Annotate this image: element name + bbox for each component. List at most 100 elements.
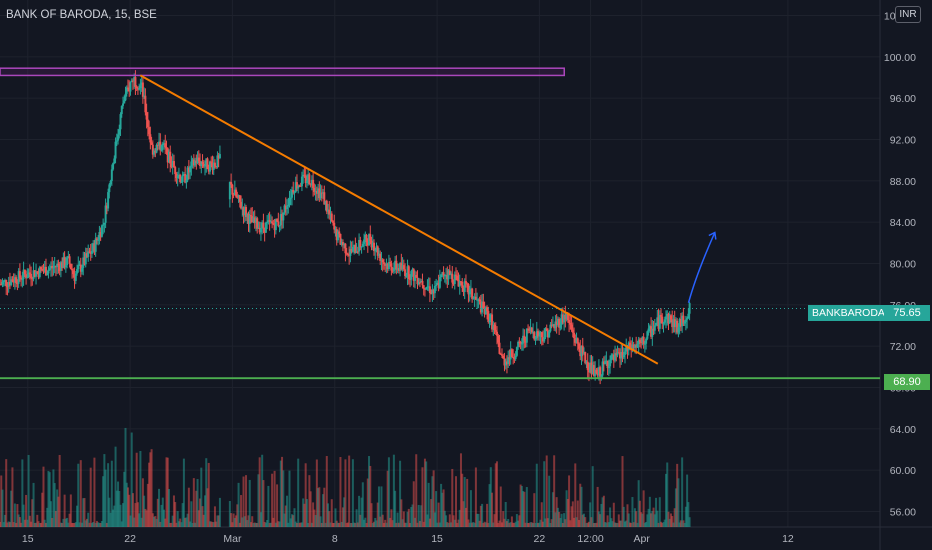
candle-body	[303, 174, 306, 176]
candle-body	[21, 278, 24, 280]
candle-body	[602, 361, 605, 365]
candle-body	[657, 317, 660, 329]
candle-body	[621, 352, 624, 358]
candle-body	[23, 269, 26, 275]
volume-bar	[135, 452, 138, 527]
volume-bar	[171, 515, 174, 527]
volume-bar	[8, 522, 11, 527]
volume-bar	[652, 507, 655, 527]
candle-body	[453, 274, 456, 284]
volume-bar	[365, 522, 368, 527]
volume-bar	[560, 513, 563, 527]
candle-body	[373, 242, 375, 251]
candle-body	[304, 175, 307, 184]
candle-body	[686, 318, 689, 320]
x-tick-label: 8	[332, 533, 338, 545]
candle-body	[327, 209, 330, 212]
volume-bar	[333, 522, 336, 527]
volume-bar	[401, 519, 404, 527]
volume-bar	[370, 503, 373, 527]
volume-bar	[120, 521, 123, 527]
volume-bar	[584, 517, 587, 527]
volume-bar	[546, 518, 549, 527]
candle-body	[119, 114, 122, 130]
volume-bar	[655, 497, 658, 527]
volume-bar	[512, 522, 515, 527]
candle-body	[339, 233, 342, 245]
volume-bar	[247, 515, 250, 527]
volume-bar	[455, 476, 458, 527]
volume-bar	[540, 502, 543, 527]
candle-body	[284, 205, 287, 210]
candle-body	[576, 338, 579, 344]
volume-bar	[354, 522, 357, 527]
volume-bar	[462, 501, 465, 527]
volume-bar	[149, 452, 152, 527]
candle-body	[464, 281, 467, 284]
volume-bar	[235, 515, 238, 527]
volume-bar	[277, 521, 280, 527]
price-axis[interactable]: 56.0060.0064.0068.0072.0076.0080.0084.00…	[884, 11, 916, 519]
volume-bar	[575, 517, 578, 527]
volume-bar	[340, 521, 343, 527]
candle-body	[349, 249, 352, 256]
candle-body	[163, 143, 166, 145]
volume-bar	[564, 519, 567, 527]
volume-bar	[181, 503, 184, 527]
volume-bar	[33, 522, 36, 527]
candle-body	[435, 284, 438, 286]
volume-bar	[271, 473, 274, 527]
volume-bar	[570, 506, 573, 527]
volume-bar	[368, 456, 371, 527]
volume-bar	[576, 500, 579, 527]
candle-body	[324, 200, 327, 205]
candle-body	[667, 313, 670, 324]
volume-bar	[73, 522, 76, 527]
volume-bar	[355, 509, 358, 527]
volume-bar	[30, 521, 33, 527]
candle-body	[212, 162, 215, 170]
volume-bar	[303, 503, 306, 527]
volume-bar	[351, 459, 354, 527]
candle-body	[71, 268, 74, 271]
volume-bar	[348, 455, 351, 527]
volume-bar	[202, 514, 205, 527]
candle-body	[386, 263, 389, 269]
candle-body	[573, 332, 576, 339]
volume-bar	[491, 492, 494, 527]
candle-body	[248, 215, 251, 224]
candle-body	[51, 266, 54, 269]
candle-body	[559, 324, 562, 328]
time-axis[interactable]: 15 22 Mar 8 15 22 12:00 Apr 12	[22, 533, 794, 545]
volume-bar	[17, 514, 20, 527]
candle-body	[563, 314, 566, 323]
volume-bar	[161, 497, 164, 527]
volume-bar	[305, 499, 308, 527]
candle-body	[601, 361, 604, 376]
candle-body	[293, 192, 296, 194]
currency-button[interactable]: INR	[895, 6, 921, 23]
y-tick-label: 64.00	[890, 424, 916, 436]
volume-bar	[53, 483, 56, 527]
volume-bar	[61, 522, 64, 527]
candle-body	[110, 169, 113, 181]
candle-body	[681, 315, 684, 327]
volume-bar	[72, 522, 75, 527]
volume-bar	[617, 514, 620, 527]
volume-bar	[522, 491, 525, 527]
volume-bar	[279, 460, 282, 527]
volume-bar	[492, 522, 495, 527]
candle-body	[251, 216, 254, 223]
y-tick-label: 72.00	[890, 341, 916, 353]
candle-body	[335, 229, 338, 241]
volume-bar	[26, 519, 29, 527]
volume-bar	[425, 461, 428, 527]
candle-body	[482, 301, 485, 309]
y-tick-label: 80.00	[890, 259, 916, 271]
candle-body	[26, 277, 29, 279]
volume-bar	[457, 519, 460, 527]
candle-body	[353, 244, 356, 247]
volume-bar	[292, 515, 295, 527]
volume-bar	[237, 482, 240, 527]
